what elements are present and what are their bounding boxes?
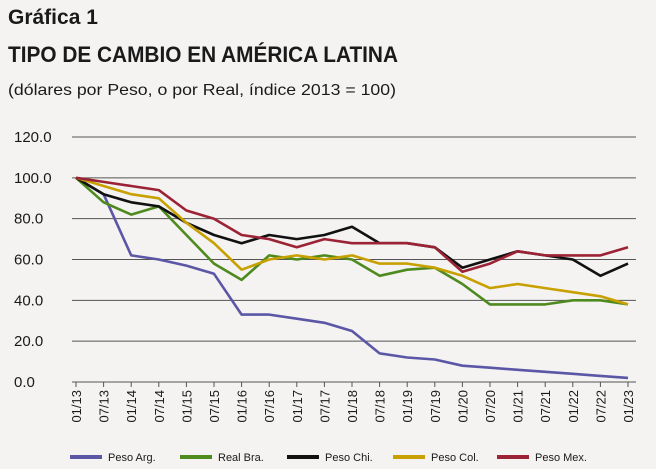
x-tick-label: 01/21 <box>511 390 526 423</box>
x-tick-label: 01/22 <box>566 390 581 423</box>
chart-title: Gráfica 1 <box>8 6 98 29</box>
chart-subtitle: (dólares por Peso, o por Real, índice 20… <box>8 82 396 99</box>
x-tick-label: 01/14 <box>124 390 139 423</box>
x-tick-label: 01/15 <box>179 390 194 423</box>
x-tick-label: 07/13 <box>97 390 112 423</box>
y-tick-label: 100.0 <box>14 170 52 187</box>
chart-heading: TIPO DE CAMBIO EN AMÉRICA LATINA <box>8 42 398 67</box>
legend-label: Peso Col. <box>431 452 479 464</box>
y-tick-label: 60.0 <box>14 252 43 269</box>
x-tick-label: 07/16 <box>262 390 277 423</box>
x-tick-label: 01/23 <box>621 390 636 423</box>
y-tick-label: 120.0 <box>14 129 52 146</box>
x-tick-label: 01/20 <box>455 390 470 423</box>
legend-label: Real Bra. <box>218 452 264 464</box>
x-tick-label: 01/17 <box>290 390 305 423</box>
x-tick-label: 01/16 <box>235 390 250 423</box>
series-line <box>75 176 629 274</box>
series-line <box>75 176 629 278</box>
series-line <box>75 176 629 306</box>
legend-label: Peso Arg. <box>108 452 156 464</box>
x-tick-label: 07/21 <box>538 390 553 423</box>
legend-label: Peso Chi. <box>325 452 373 464</box>
y-tick-label: 80.0 <box>14 211 43 228</box>
x-tick-label: 01/19 <box>400 390 415 423</box>
x-tick-label: 07/15 <box>207 390 222 423</box>
y-tick-label: 40.0 <box>14 292 43 309</box>
x-tick-label: 01/18 <box>345 390 360 423</box>
y-tick-label: 0.0 <box>14 374 35 391</box>
x-tick-label: 07/19 <box>428 390 443 423</box>
x-tick-label: 07/20 <box>483 390 498 423</box>
x-tick-label: 07/17 <box>317 390 332 423</box>
series-line <box>75 176 629 306</box>
x-tick-label: 07/18 <box>373 390 388 423</box>
x-tick-label: 07/22 <box>593 390 608 423</box>
series-line <box>75 176 629 380</box>
x-tick-label: 07/14 <box>152 390 167 423</box>
y-tick-label: 20.0 <box>14 333 43 350</box>
x-tick-label: 01/13 <box>69 390 84 423</box>
legend-label: Peso Mex. <box>535 452 587 464</box>
